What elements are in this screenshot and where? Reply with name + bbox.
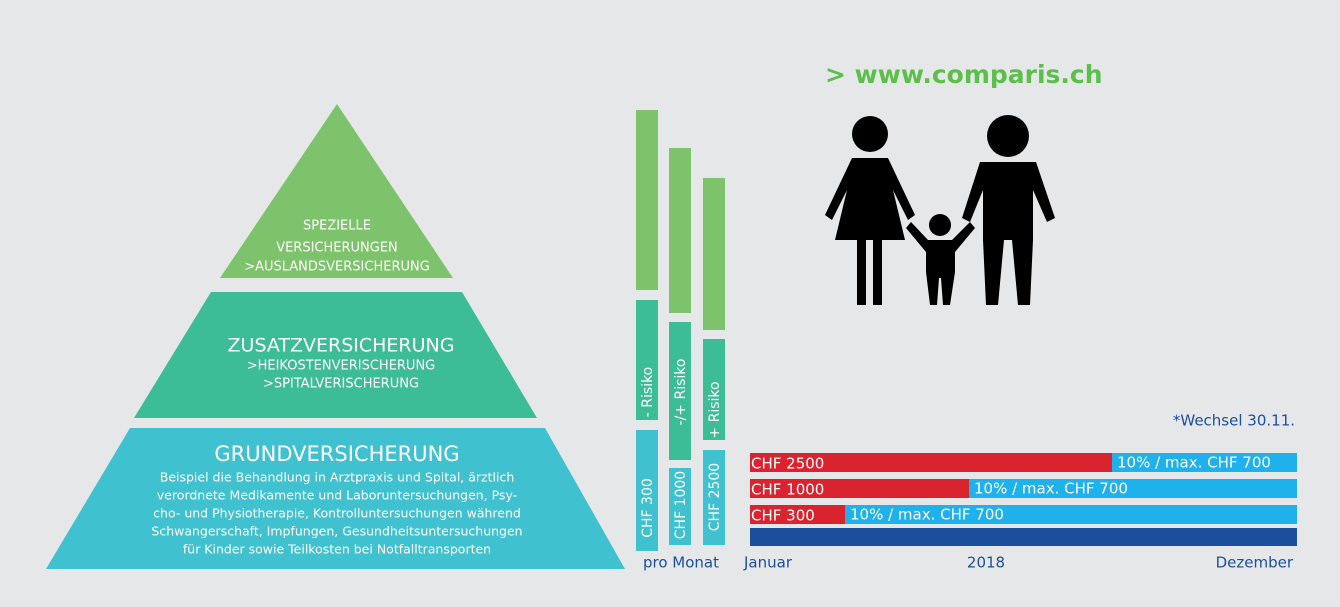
column-segment bbox=[669, 468, 691, 545]
pyramid-middle-text: >SPITALVERISCHERUNG bbox=[263, 377, 419, 392]
column-franchise: CHF 300 bbox=[640, 478, 656, 538]
pyramid-middle bbox=[134, 292, 537, 418]
timeline-year: 2018 bbox=[967, 554, 1005, 572]
column-segment bbox=[669, 148, 691, 313]
column-segment bbox=[703, 450, 725, 545]
column-segment bbox=[636, 110, 658, 290]
pyramid-top-text: >AUSLANDSVERSICHERUNG bbox=[244, 260, 430, 275]
column-segment bbox=[669, 322, 691, 460]
pyramid-bottom-title: GRUNDVERSICHERUNG bbox=[214, 442, 459, 466]
retention-bar bbox=[969, 479, 1297, 498]
row-retention: 10% / max. CHF 700 bbox=[850, 506, 1004, 524]
pyramid-bottom bbox=[46, 428, 625, 569]
pyramid-top-text: SPEZIELLE bbox=[303, 219, 371, 234]
retention-bar bbox=[845, 505, 1297, 524]
row-retention: 10% / max. CHF 700 bbox=[1117, 454, 1271, 472]
pyramid-bottom-text: cho- und Physiotherapie, Kontrolluntersu… bbox=[153, 506, 521, 521]
column-segment bbox=[703, 339, 725, 440]
pyramid-bottom-text: Schwangerschaft, Impfungen, Gesundheitsu… bbox=[151, 524, 522, 539]
year-bar bbox=[750, 528, 1297, 546]
family-icon bbox=[825, 115, 1055, 305]
pyramid-middle-title: ZUSATZVERSICHERUNG bbox=[228, 335, 455, 357]
franchise-bar bbox=[750, 479, 969, 498]
columns-caption: pro Monat bbox=[643, 554, 719, 572]
retention-bar bbox=[1112, 453, 1297, 472]
row-franchise: CHF 2500 bbox=[751, 455, 824, 473]
row-retention: 10% / max. CHF 700 bbox=[974, 480, 1128, 498]
franchise-bar bbox=[750, 505, 845, 524]
timeline-end: Dezember bbox=[1216, 554, 1294, 572]
column-risk: + Risiko bbox=[707, 381, 723, 438]
column-risk: - Risiko bbox=[640, 367, 656, 417]
website: > www.comparis.ch bbox=[825, 60, 1103, 89]
pyramid-bottom-text: für Kinder sowie Teilkosten bei Notfallt… bbox=[183, 542, 491, 557]
timeline-start: Januar bbox=[743, 554, 793, 572]
pyramid-bottom-text: Beispiel die Behandlung in Arztpraxis un… bbox=[160, 470, 515, 485]
column-risk: -/+ Risiko bbox=[673, 359, 689, 426]
timeline-note: *Wechsel 30.11. bbox=[1173, 412, 1295, 430]
column-segment bbox=[636, 300, 658, 420]
pyramid-top bbox=[220, 104, 453, 278]
column-franchise: CHF 2500 bbox=[707, 463, 723, 531]
pyramid-middle-text: >HEIKOSTENVERISCHERUNG bbox=[247, 359, 436, 374]
row-franchise: CHF 300 bbox=[751, 507, 815, 525]
pyramid-top-text: VERSICHERUNGEN bbox=[276, 241, 398, 256]
column-franchise: CHF 1000 bbox=[673, 471, 689, 539]
pyramid-bottom-text: verordnete Medikamente und Laboruntersuc… bbox=[157, 488, 517, 503]
row-franchise: CHF 1000 bbox=[751, 481, 824, 499]
franchise-bar bbox=[750, 453, 1112, 472]
column-segment bbox=[636, 430, 658, 551]
column-segment bbox=[703, 178, 725, 330]
